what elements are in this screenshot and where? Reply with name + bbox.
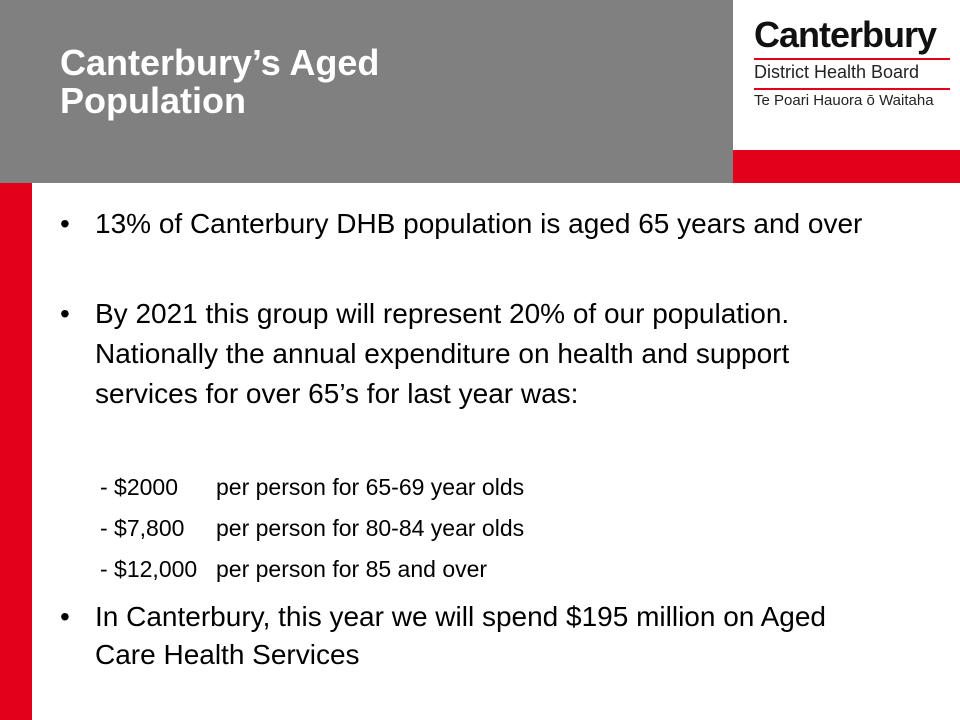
logo-box <box>733 0 960 150</box>
cost-amount: - $2000 <box>100 474 179 500</box>
cost-text: per person for 80-84 year olds <box>216 515 525 541</box>
bullet-dot: • <box>60 601 70 632</box>
cost-row: - $2000 per person for 65-69 year olds <box>100 474 524 501</box>
bullet-dot: • <box>60 208 70 239</box>
cost-row: - $7,800 per person for 80-84 year olds <box>100 515 524 542</box>
logo-rule <box>754 88 950 90</box>
red-block <box>733 150 960 183</box>
cost-amount: - $7,800 <box>100 515 185 541</box>
header-band: Canterbury’s Aged Population <box>0 0 733 183</box>
bullet-text: In Canterbury, this year we will spend $… <box>95 601 826 670</box>
bullet-text: 13% of Canterbury DHB population is aged… <box>95 208 863 239</box>
bullet-dot: • <box>60 298 70 329</box>
cost-text: per person for 65-69 year olds <box>216 474 525 500</box>
logo-line: District Health Board <box>754 62 920 82</box>
logo-name: Canterbury <box>754 14 937 55</box>
bullet: • In Canterbury, this year we will spend … <box>60 598 870 674</box>
red-strip <box>0 183 32 720</box>
cost-amount: - $12,000 <box>100 556 198 582</box>
bullet: • 13% of Canterbury DHB population is age… <box>60 205 870 243</box>
cost-text: per person for 85 and over <box>216 556 488 582</box>
logo-line: Te Poari Hauora ō Waitaha <box>754 92 934 109</box>
bullet: • By 2021 this group will represent 20% o… <box>60 294 870 414</box>
cost-row: - $12,000 per person for 85 and over <box>100 556 487 583</box>
logo-rule <box>754 58 950 60</box>
bullet-text: By 2021 this group will represent 20% of… <box>95 298 790 409</box>
slide-title: Canterbury’s Aged Population <box>60 42 380 121</box>
